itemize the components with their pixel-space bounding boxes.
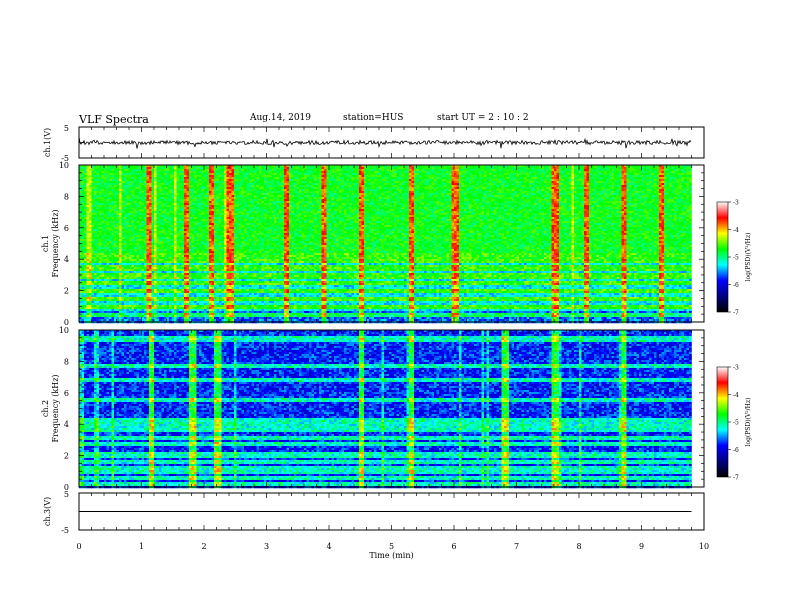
- vlf-figure: 5-5ch.1(V)0246810ch.1 Frequency (kHz)0246…: [0, 0, 792, 612]
- ch2-colorbar-label: log(PSD)(V²/Hz): [745, 398, 752, 447]
- x-tick-label: 4: [326, 542, 331, 551]
- x-tick-label: 1: [139, 542, 144, 551]
- ch2-colorbar-tick-label: -7: [733, 475, 739, 482]
- ch1-spectrogram-ytick-label: 4: [64, 255, 69, 264]
- ch1-colorbar-label: log(PSD)(V²/Hz): [745, 233, 752, 282]
- ch1-colorbar: -3 -4 -5 -6 -7 log(PSD)(V²/Hz): [717, 200, 752, 317]
- ch1-spectrogram-ylabel: Frequency (kHz): [51, 209, 60, 277]
- x-tick-label: 10: [699, 542, 709, 551]
- ch1-spectrogram-ytick-label: 2: [64, 287, 69, 296]
- x-tick-label: 9: [639, 542, 644, 551]
- ch1-colorbar-bar: [717, 202, 728, 312]
- ch3-waveform: 5 -5 ch.3(V): [43, 490, 704, 535]
- ch2-spectrogram-ytick-label: 4: [64, 420, 69, 429]
- ch2-spectrogram-ylabel: Frequency (kHz): [51, 374, 60, 442]
- ch1-colorbar-tick-label: -6: [733, 282, 739, 289]
- x-tick-label: 7: [514, 542, 519, 551]
- ch2-spectrogram-ylabel: ch.2: [41, 400, 50, 417]
- ch1-spectrogram-ylabel: ch.1: [41, 235, 50, 252]
- ch2-colorbar-tick-label: -3: [733, 365, 739, 372]
- ch2-spectrogram-ytick-label: 2: [64, 452, 69, 461]
- ch1-colorbar-tick-label: -5: [733, 255, 739, 262]
- ch2-colorbar: -3 -4 -5 -6 -7 log(PSD)(V²/Hz): [717, 365, 752, 482]
- ch1-colorbar-tick-label: -4: [733, 227, 739, 234]
- ch1-colorbar-tick-label: -7: [733, 310, 739, 317]
- x-tick-label: 0: [76, 542, 81, 551]
- ch1-spectrogram-ytick-label: 6: [64, 224, 69, 233]
- ch3-waveform-ytick-label: 5: [64, 490, 69, 499]
- x-tick-label: 2: [201, 542, 206, 551]
- ch2-colorbar-bar: [717, 367, 728, 477]
- ch1-colorbar-tick-label: -3: [733, 200, 739, 207]
- ch2-colorbar-tick-label: -5: [733, 420, 739, 427]
- ch1-spectrogram-ytick-label: 8: [64, 192, 69, 201]
- ch2-colorbar-tick-label: -6: [733, 447, 739, 454]
- x-tick-label: 6: [451, 542, 456, 551]
- ch2-spectrogram-cells: [79, 330, 692, 488]
- ch2-colorbar-tick-label: -4: [733, 392, 739, 399]
- x-tick-label: 3: [264, 542, 269, 551]
- ch3-waveform-ylabel: ch.3(V): [43, 497, 52, 526]
- ch1-waveform: 5-5ch.1(V): [43, 124, 704, 163]
- ch1-spectrogram-ytick-label: 10: [59, 161, 69, 170]
- ch2-spectrogram-ytick-label: 8: [64, 357, 69, 366]
- ch3-waveform-ytick-label: -5: [61, 526, 69, 535]
- ch2-spectrogram-ytick-label: 10: [59, 326, 69, 335]
- x-tick-label: 5: [389, 542, 394, 551]
- ch2-spectrogram-ytick-label: 6: [64, 389, 69, 398]
- ch1-waveform-ylabel: ch.1(V): [43, 128, 52, 157]
- x-tick-label: 8: [576, 542, 581, 551]
- ch1-waveform-ytick-label: 5: [64, 124, 69, 133]
- ch1-spectrogram-cells: [79, 165, 692, 323]
- x-axis-label: Time (min): [369, 551, 413, 560]
